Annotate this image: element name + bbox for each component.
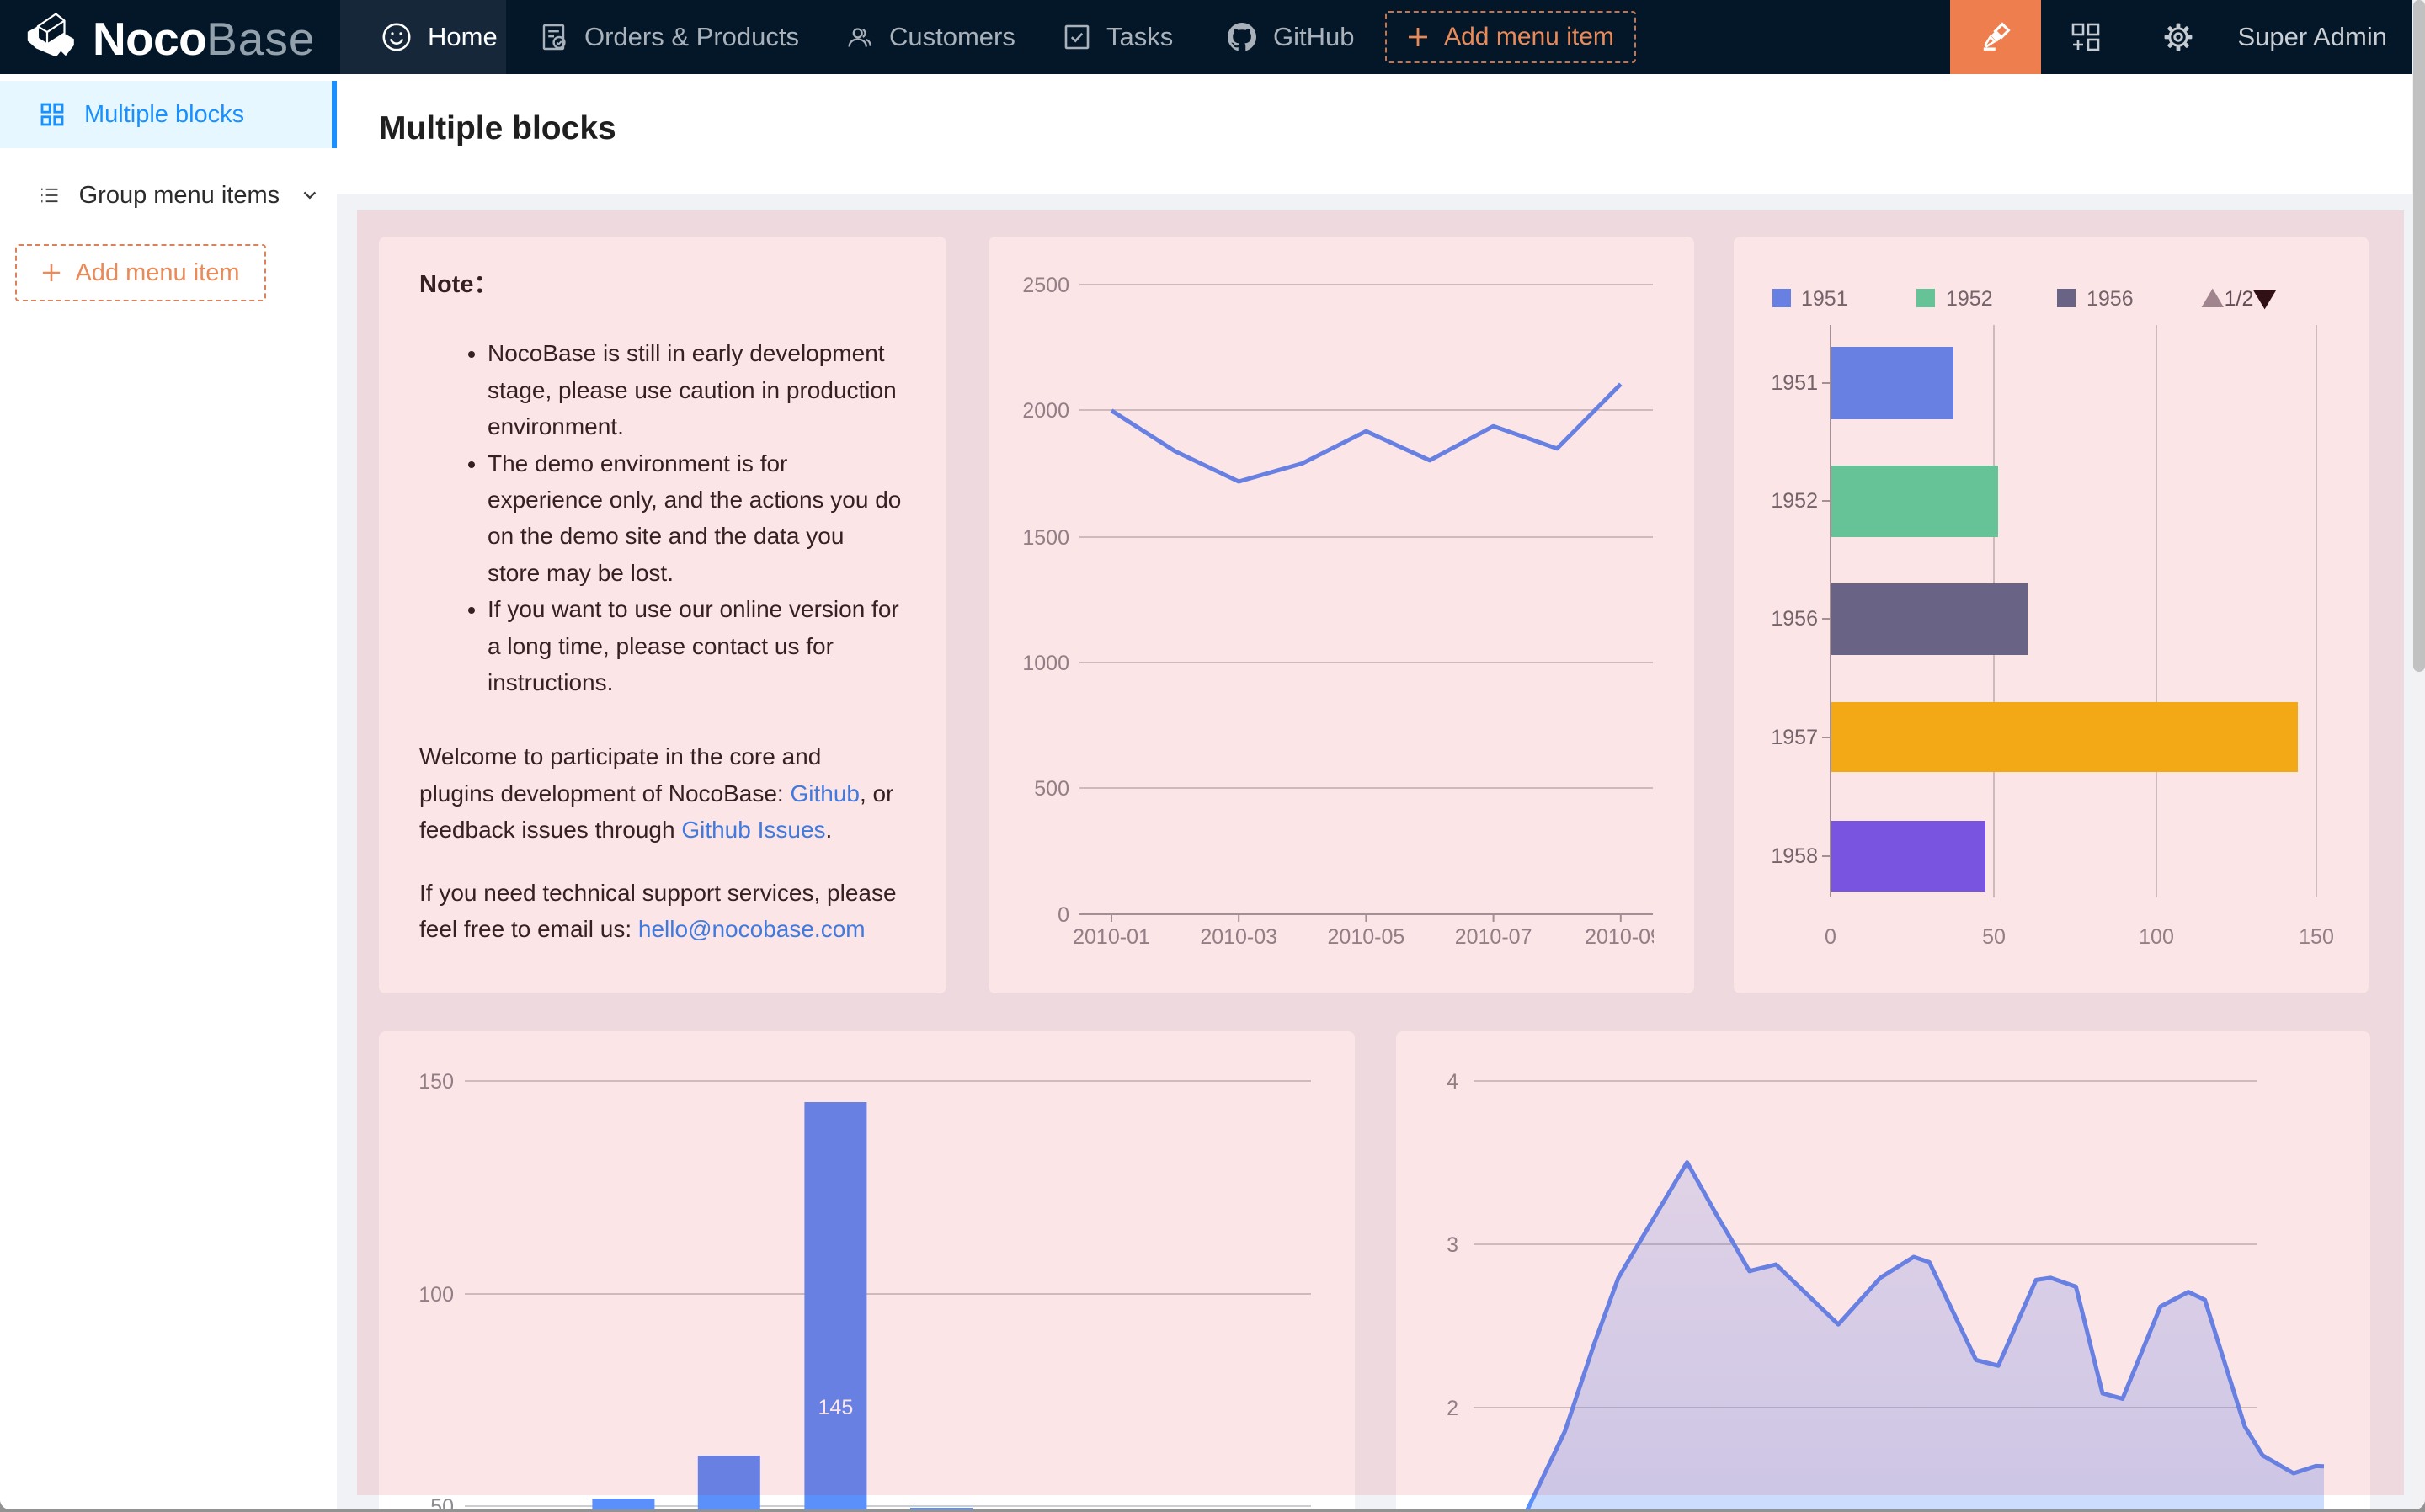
- svg-text:0: 0: [1825, 925, 1836, 949]
- svg-text:3: 3: [1447, 1233, 1458, 1257]
- svg-text:1500: 1500: [1022, 526, 1069, 550]
- svg-text:1000: 1000: [1022, 652, 1069, 675]
- svg-text:2500: 2500: [1022, 274, 1069, 297]
- svg-text:2010-07: 2010-07: [1455, 925, 1532, 949]
- svg-text:1/2: 1/2: [2225, 287, 2254, 311]
- svg-text:2000: 2000: [1022, 399, 1069, 423]
- svg-text:145: 145: [818, 1396, 854, 1419]
- svg-text:1957: 1957: [1771, 726, 1818, 749]
- svg-text:1958: 1958: [1771, 844, 1818, 868]
- svg-text:1956: 1956: [1771, 607, 1818, 631]
- svg-text:2010-09: 2010-09: [1585, 925, 1654, 949]
- svg-text:500: 500: [1034, 777, 1069, 801]
- svg-text:0: 0: [1058, 903, 1069, 927]
- svg-text:2010-05: 2010-05: [1328, 925, 1405, 949]
- svg-text:50: 50: [430, 1495, 454, 1509]
- svg-text:2010-03: 2010-03: [1200, 925, 1277, 949]
- svg-text:50: 50: [1982, 925, 2006, 949]
- svg-text:1952: 1952: [1946, 287, 1993, 311]
- svg-text:2: 2: [1447, 1397, 1458, 1420]
- svg-text:1956: 1956: [2087, 287, 2134, 311]
- svg-text:100: 100: [2139, 925, 2174, 949]
- svg-text:150: 150: [2299, 925, 2334, 949]
- svg-text:1952: 1952: [1771, 489, 1818, 513]
- svg-text:4: 4: [1447, 1070, 1458, 1094]
- svg-text:100: 100: [418, 1283, 454, 1307]
- svg-text:150: 150: [418, 1070, 454, 1094]
- svg-text:1951: 1951: [1801, 287, 1848, 311]
- svg-text:1951: 1951: [1771, 371, 1818, 395]
- svg-text:2010-01: 2010-01: [1073, 925, 1150, 949]
